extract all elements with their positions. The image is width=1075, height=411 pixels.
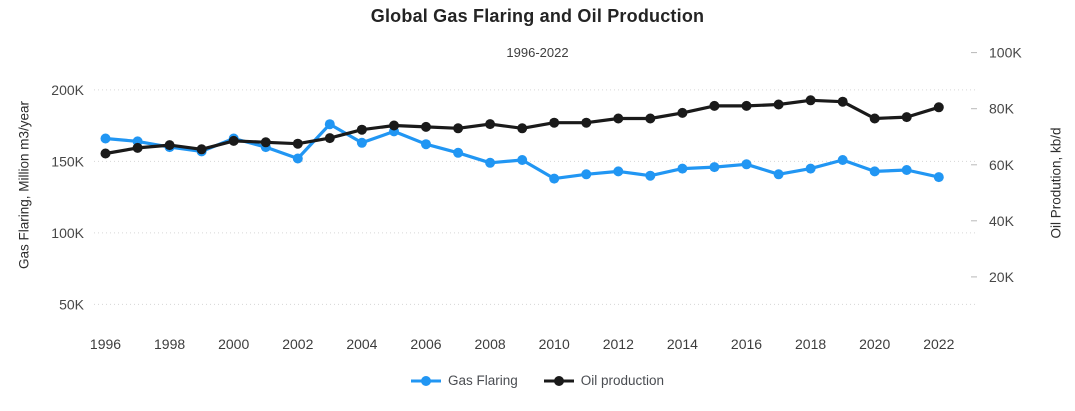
legend-marker-icon — [410, 375, 441, 386]
data-point-oil-production — [324, 133, 335, 144]
data-point-oil-production — [517, 123, 528, 134]
x-axis-tick-label: 2012 — [603, 336, 634, 352]
x-axis-tick-label: 2020 — [859, 336, 890, 352]
data-point-gas-flaring — [741, 159, 752, 170]
x-axis-tick-label: 2016 — [731, 336, 762, 352]
data-point-gas-flaring — [517, 155, 528, 165]
data-point-oil-production — [709, 100, 720, 111]
x-axis-tick-label: 2002 — [282, 336, 313, 352]
data-point-oil-production — [645, 113, 656, 124]
data-point-oil-production — [581, 117, 592, 128]
data-point-oil-production — [228, 135, 239, 146]
data-point-oil-production — [741, 100, 752, 111]
left-axis-tick-label: 50K — [59, 296, 85, 312]
right-axis-tick-label: 40K — [989, 213, 1015, 229]
data-point-gas-flaring — [933, 172, 944, 183]
data-point-oil-production — [421, 121, 431, 132]
data-point-gas-flaring — [292, 153, 303, 164]
x-axis-tick-label: 2008 — [475, 336, 506, 352]
left-axis-tick-label: 200K — [51, 82, 84, 98]
data-point-oil-production — [869, 113, 880, 124]
data-point-oil-production — [453, 123, 464, 134]
data-point-oil-production — [901, 112, 912, 123]
data-point-gas-flaring — [645, 170, 656, 181]
x-axis-tick-label: 2022 — [923, 336, 954, 352]
data-point-oil-production — [549, 117, 560, 128]
data-point-gas-flaring — [837, 155, 848, 165]
data-point-gas-flaring — [421, 139, 431, 150]
legend-marker-icon — [543, 375, 574, 386]
data-point-gas-flaring — [709, 162, 720, 173]
data-point-gas-flaring — [453, 147, 464, 158]
data-point-oil-production — [773, 99, 784, 110]
chart-title: Global Gas Flaring and Oil Production — [370, 6, 705, 26]
data-point-gas-flaring — [901, 165, 912, 175]
x-axis-tick-label: 1998 — [154, 336, 185, 352]
data-point-oil-production — [805, 95, 816, 106]
data-point-oil-production — [837, 96, 848, 107]
legend-label: Gas Flaring — [447, 373, 518, 388]
x-axis-tick-label: 2004 — [346, 336, 377, 352]
chart-subtitle: 1996-2022 — [506, 45, 569, 60]
data-point-oil-production — [164, 140, 175, 151]
data-point-oil-production — [196, 144, 207, 155]
data-point-oil-production — [389, 120, 399, 131]
data-point-gas-flaring — [324, 119, 335, 130]
left-axis-tick-label: 100K — [51, 225, 84, 241]
right-axis-tick-label: 80K — [989, 101, 1015, 117]
data-point-gas-flaring — [805, 163, 816, 174]
data-point-oil-production — [613, 113, 624, 124]
data-point-gas-flaring — [549, 173, 560, 184]
legend: Gas Flaring Oil production — [0, 373, 1075, 388]
data-point-oil-production — [933, 102, 944, 113]
data-point-gas-flaring — [773, 169, 784, 180]
legend-item-oil-production[interactable]: Oil production — [543, 373, 665, 388]
data-point-oil-production — [677, 107, 688, 118]
right-axis-tick-label: 60K — [989, 157, 1015, 173]
data-point-gas-flaring — [356, 137, 367, 148]
data-point-gas-flaring — [677, 163, 688, 174]
data-point-oil-production — [485, 119, 496, 130]
data-point-gas-flaring — [613, 166, 624, 177]
data-point-gas-flaring — [100, 133, 111, 144]
left-axis-tick-label: 150K — [51, 153, 84, 169]
data-point-oil-production — [356, 124, 367, 135]
data-point-oil-production — [132, 142, 143, 153]
data-point-gas-flaring — [581, 169, 592, 180]
data-point-gas-flaring — [869, 166, 880, 177]
x-axis-tick-label: 2010 — [539, 336, 570, 352]
x-axis-tick-label: 2018 — [795, 336, 826, 352]
legend-label: Oil production — [580, 373, 665, 388]
data-point-oil-production — [100, 148, 111, 159]
data-point-oil-production — [292, 138, 303, 149]
x-axis-tick-label: 2006 — [410, 336, 441, 352]
right-axis-tick-label: 20K — [989, 269, 1015, 285]
x-axis-tick-label: 2000 — [218, 336, 249, 352]
x-axis-tick-label: 2014 — [667, 336, 698, 352]
right-axis-tick-label: 100K — [989, 45, 1022, 61]
x-axis-tick-label: 1996 — [90, 336, 121, 352]
legend-item-gas-flaring[interactable]: Gas Flaring — [410, 373, 518, 388]
data-point-oil-production — [260, 137, 271, 148]
data-point-gas-flaring — [485, 157, 496, 168]
